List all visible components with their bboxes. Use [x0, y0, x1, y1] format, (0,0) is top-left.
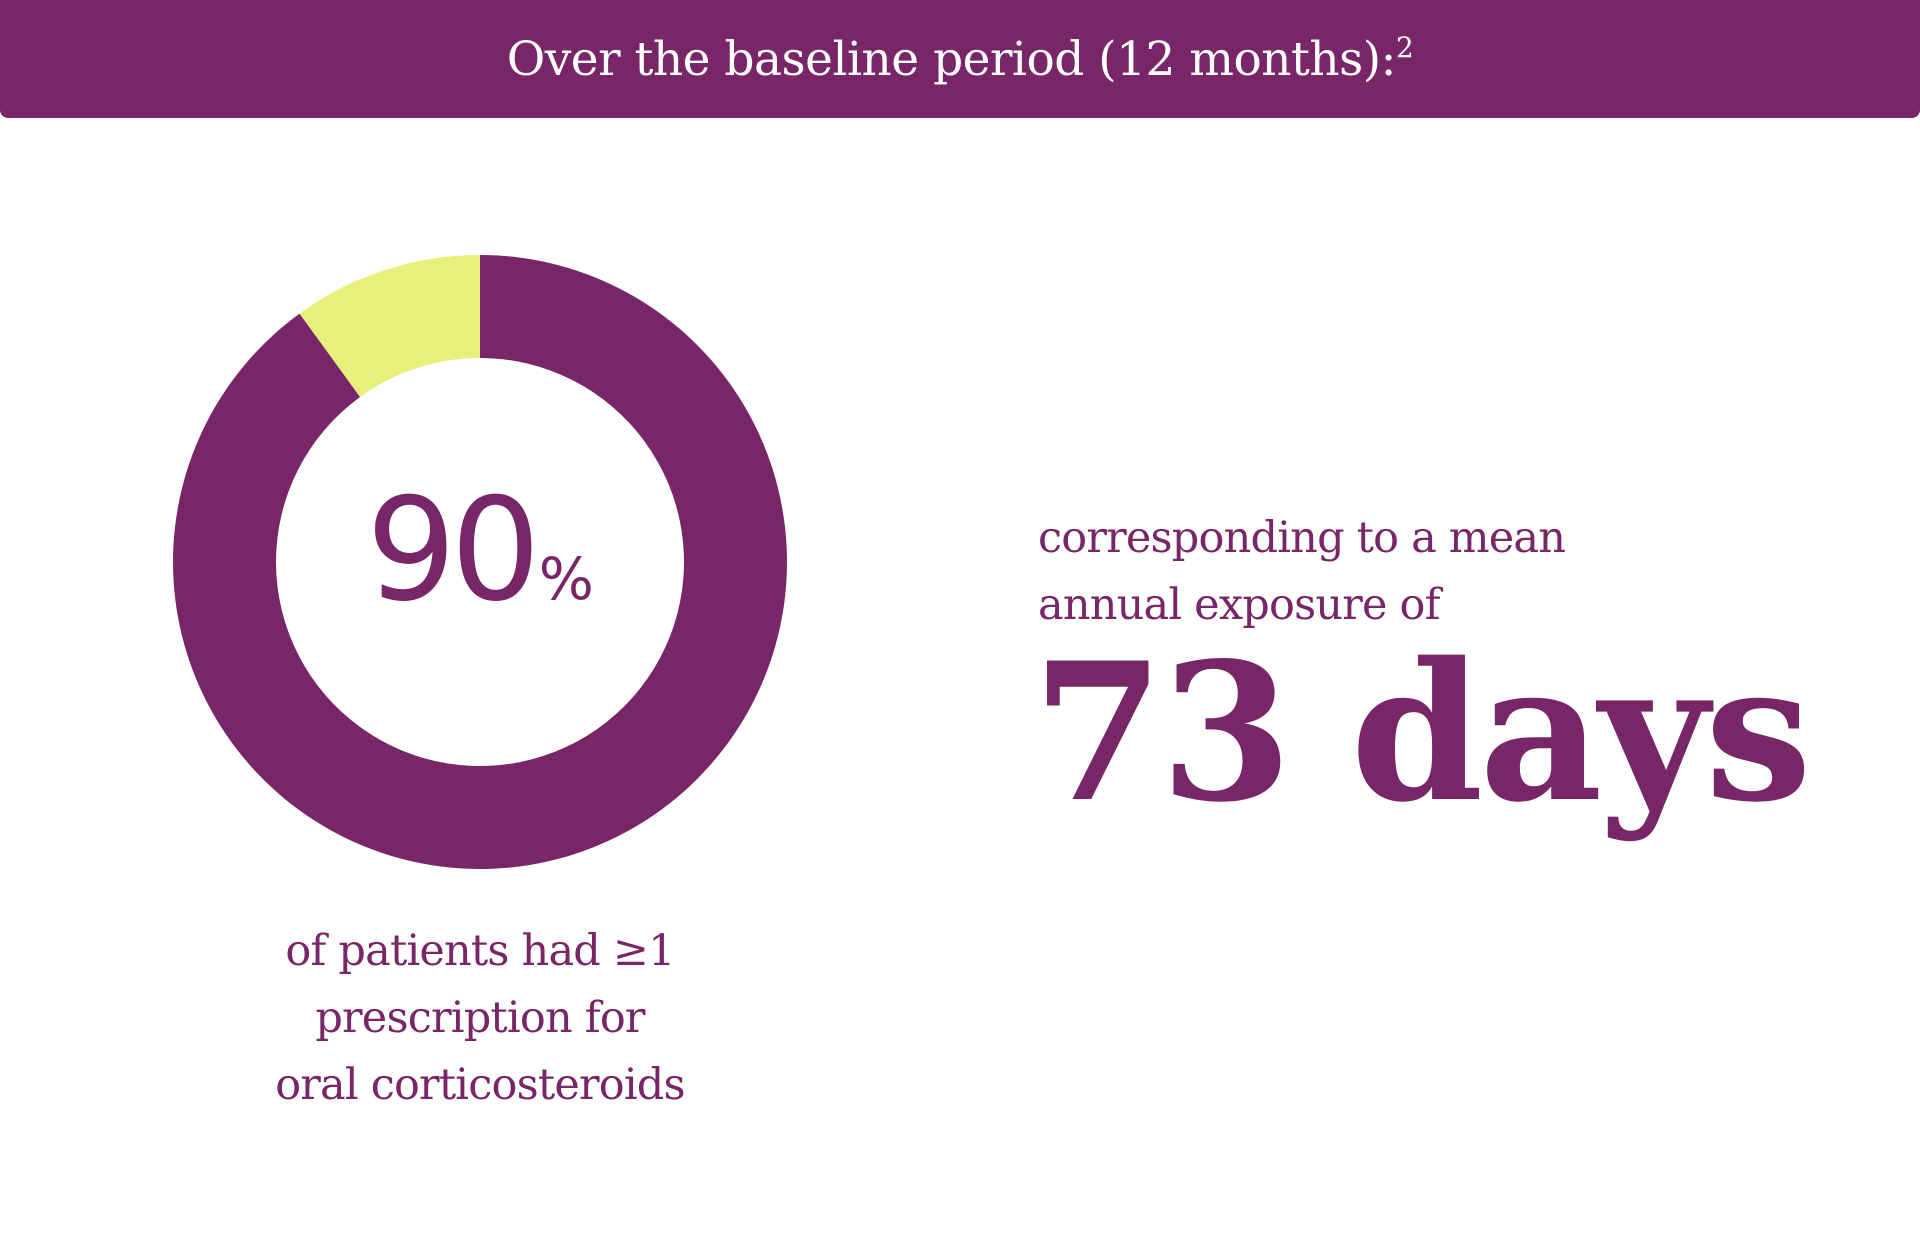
exposure-line-2: annual exposure of	[1038, 580, 1441, 630]
caption-line-3: oral corticosteroids	[275, 1060, 685, 1110]
header-title: Over the baseline period (12 months):2	[507, 32, 1414, 87]
caption-line-2: prescription for	[315, 993, 645, 1043]
exposure-line-1: corresponding to a mean	[1038, 513, 1566, 563]
donut-slice-remainder	[299, 255, 480, 397]
donut-chart	[172, 255, 788, 869]
percentage-unit: %	[538, 545, 594, 613]
header-banner: Over the baseline period (12 months):2	[0, 0, 1920, 118]
donut-slice-patients-with-prescription	[172, 255, 788, 869]
exposure-days-value: 73 days	[1032, 621, 1812, 844]
donut-caption: of patients had ≥1 prescription for oral…	[180, 918, 780, 1119]
header-title-text: Over the baseline period (12 months):	[506, 31, 1397, 87]
percentage-value: 90	[366, 468, 541, 633]
footnote-marker: 2	[1395, 30, 1414, 64]
exposure-description: corresponding to a mean annual exposure …	[1038, 505, 1566, 639]
donut-center-label: 90%	[280, 480, 680, 622]
caption-line-1: of patients had ≥1	[285, 926, 675, 976]
